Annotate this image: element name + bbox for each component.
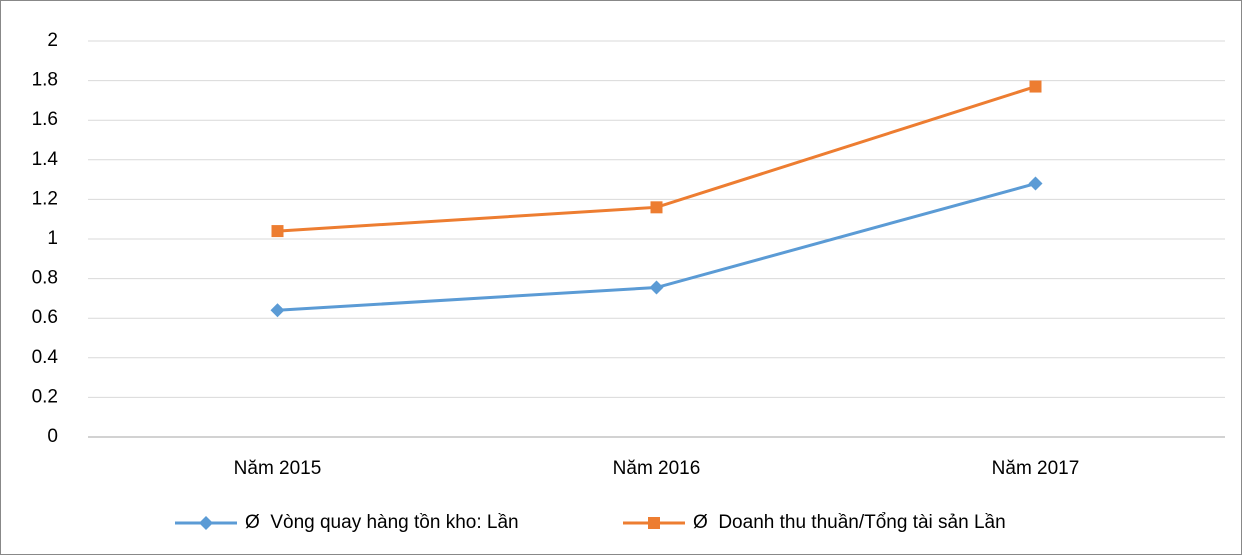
x-tick-label: Năm 2015 [234,458,322,479]
marker [648,517,660,529]
y-tick-label: 0.4 [32,347,59,368]
marker [650,201,663,214]
y-tick-label: 0.6 [32,307,58,328]
marker [199,516,213,530]
legend-label: Ø Vòng quay hàng tồn kho: Lần [245,512,519,533]
marker [1029,80,1042,93]
legend-label: Ø Doanh thu thuần/Tổng tài sản Lần [693,512,1006,533]
y-tick-label: 1.6 [32,109,58,130]
y-tick-label: 2 [47,30,58,51]
marker [271,225,284,238]
y-tick-label: 1.2 [32,188,58,209]
x-tick-label: Năm 2016 [613,458,701,479]
y-tick-label: 1.8 [32,70,58,91]
y-tick-label: 0 [47,426,58,447]
y-tick-label: 0.8 [32,268,58,289]
marker [1028,176,1043,191]
y-tick-label: 0.2 [32,386,58,407]
y-tick-label: 1 [47,228,58,249]
y-tick-label: 1.4 [32,149,59,170]
x-tick-label: Năm 2017 [992,458,1080,479]
marker [270,303,285,318]
marker [649,280,664,295]
